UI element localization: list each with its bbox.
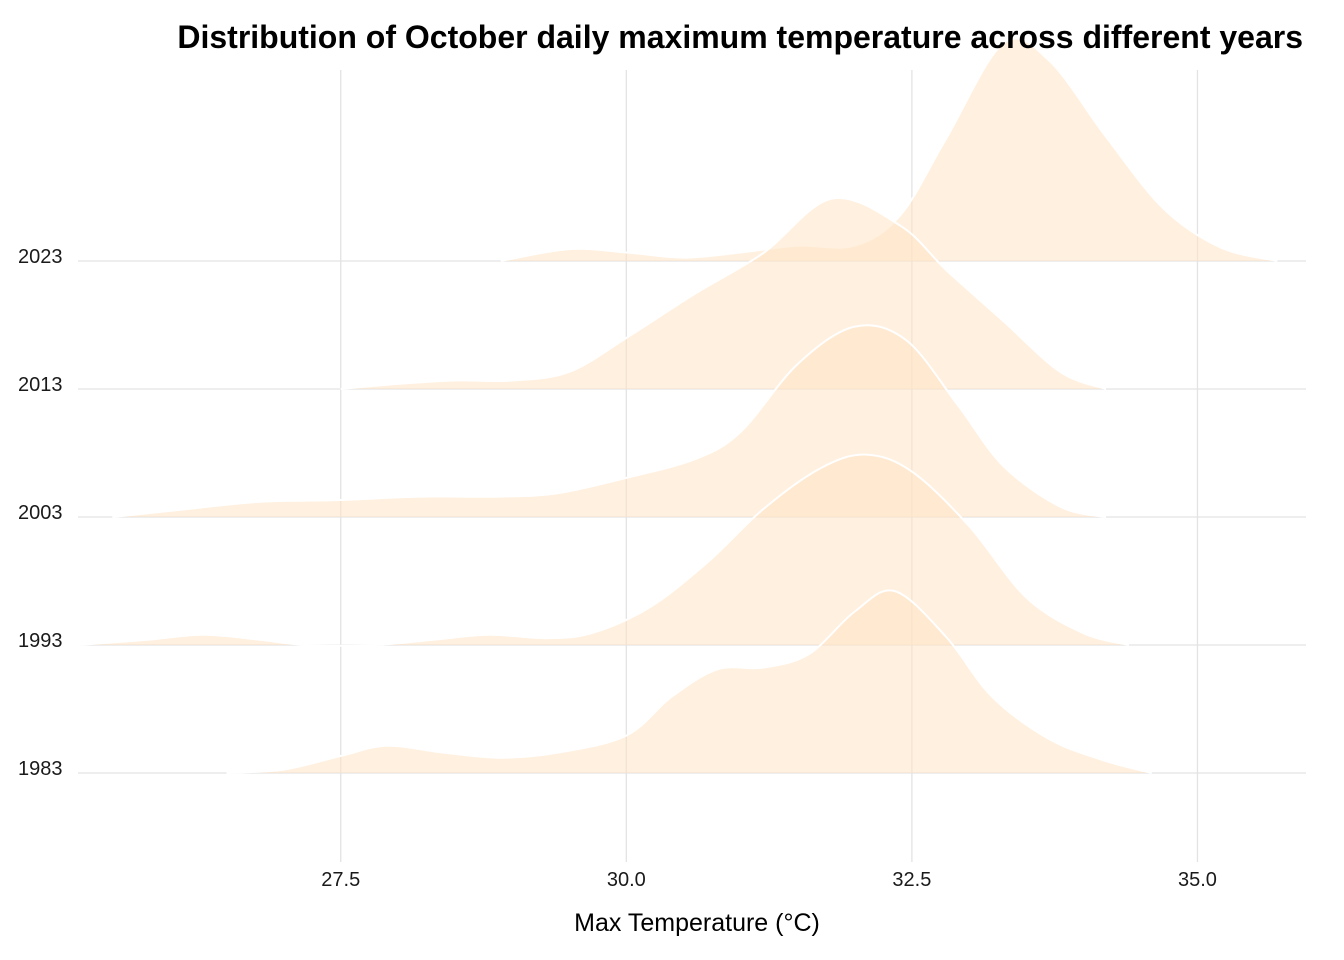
ridge-area-2023	[500, 38, 1278, 261]
y-tick-label: 1983	[18, 758, 63, 780]
y-tick-label: 1993	[18, 630, 63, 652]
labels-layer: 27.5 30.0 32.5 35.0 1983 1993 2003 2013 2023	[18, 246, 1217, 891]
y-tick-label: 2013	[18, 374, 63, 396]
ridge-outline-1983	[226, 589, 1153, 774]
ridge-area-1983	[226, 590, 1152, 773]
ridge-area-2013	[340, 197, 1107, 389]
y-tick-label: 2023	[18, 246, 63, 268]
ridge-area-1993	[78, 454, 1129, 646]
x-axis-title: Max Temperature (°C)	[574, 909, 820, 937]
ridge-outline-1993	[77, 453, 1130, 647]
ridge-outline-2013	[340, 196, 1107, 390]
x-tick-label: 32.5	[892, 869, 931, 891]
y-tick-label: 2003	[18, 502, 63, 524]
x-tick-label: 35.0	[1178, 869, 1217, 891]
x-tick-label: 27.5	[321, 869, 360, 891]
ridge-outline-2003	[112, 324, 1107, 518]
x-tick-label: 30.0	[607, 869, 646, 891]
ridges-layer	[77, 37, 1278, 774]
chart-title: Distribution of October daily maximum te…	[177, 19, 1303, 55]
ridge-outline-2023	[500, 37, 1278, 262]
